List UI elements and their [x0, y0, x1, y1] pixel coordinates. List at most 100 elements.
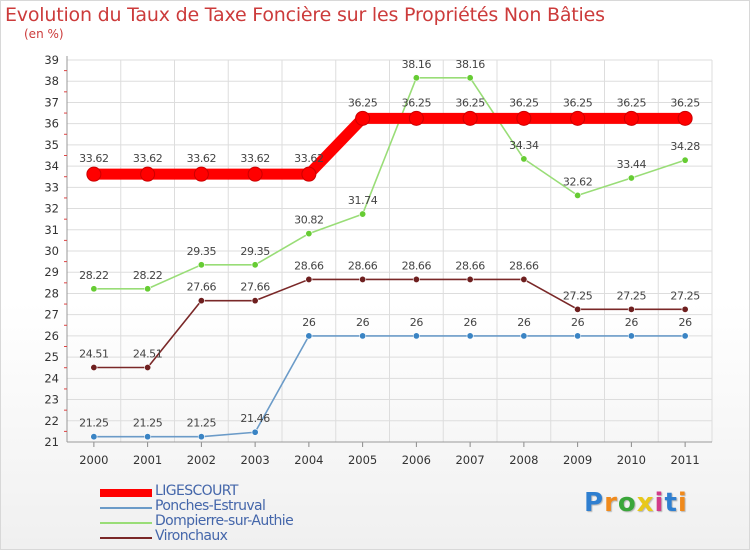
data-point	[251, 261, 259, 269]
data-point	[197, 261, 205, 269]
data-point	[251, 428, 259, 436]
legend-label: Ponches-Estruval	[155, 498, 266, 514]
chart-title: Evolution du Taux de Taxe Foncière sur l…	[5, 4, 605, 26]
data-label: 31.74	[348, 194, 378, 207]
data-point	[677, 110, 693, 126]
data-point	[359, 275, 367, 283]
y-tick-label: 32	[44, 202, 59, 216]
data-label: 36.25	[670, 96, 700, 109]
legend-label: Dompierre-sur-Authie	[155, 513, 294, 529]
data-label: 36.25	[455, 96, 485, 109]
series-line-ligescourt	[88, 112, 691, 180]
x-tick-label: 2008	[509, 453, 538, 467]
data-label: 33.62	[133, 152, 163, 165]
data-point	[681, 305, 689, 313]
data-label: 38.16	[402, 58, 432, 71]
data-label: 33.62	[294, 152, 324, 165]
data-label: 26	[356, 316, 370, 329]
data-label: 28.66	[455, 259, 485, 272]
data-label: 26	[625, 316, 639, 329]
y-tick-label: 39	[44, 53, 59, 67]
data-label: 28.66	[294, 259, 324, 272]
data-point	[144, 285, 152, 293]
logo-letter: P	[584, 488, 605, 518]
data-label: 24.51	[79, 348, 109, 361]
data-label: 34.34	[509, 139, 539, 152]
legend-swatch	[100, 522, 152, 524]
data-label: 27.66	[187, 281, 217, 294]
y-tick-label: 31	[44, 223, 59, 237]
x-tick-label: 2007	[455, 453, 484, 467]
data-label: 27.25	[563, 289, 593, 302]
logo-letter: i	[654, 488, 665, 518]
data-point	[193, 166, 209, 182]
x-tick-label: 2011	[670, 453, 699, 467]
y-tick-label: 28	[44, 286, 59, 300]
data-point	[462, 110, 478, 126]
logo-letter: t	[664, 488, 678, 518]
data-point	[247, 166, 263, 182]
data-point	[520, 275, 528, 283]
data-point	[466, 74, 474, 82]
data-point	[305, 275, 313, 283]
data-label: 26	[679, 316, 693, 329]
data-label: 28.66	[402, 259, 432, 272]
legend-swatch	[100, 507, 152, 509]
data-label: 29.35	[187, 245, 217, 258]
data-label: 32.62	[563, 175, 593, 188]
data-point	[197, 433, 205, 441]
data-label: 28.22	[79, 269, 109, 282]
data-label: 27.66	[240, 281, 270, 294]
data-point	[681, 156, 689, 164]
data-label: 38.16	[455, 58, 485, 71]
y-tick-label: 37	[44, 95, 59, 109]
proxiti-logo: Proxiti	[584, 488, 688, 518]
data-label: 21.25	[79, 417, 109, 430]
data-label: 21.25	[187, 417, 217, 430]
data-label: 33.62	[187, 152, 217, 165]
data-label: 28.22	[133, 269, 163, 282]
data-point	[305, 230, 313, 238]
legend-swatch	[100, 537, 152, 539]
x-tick-label: 2006	[402, 453, 431, 467]
data-point	[144, 433, 152, 441]
data-point	[623, 110, 639, 126]
data-point	[627, 174, 635, 182]
data-point	[466, 332, 474, 340]
data-label: 28.66	[509, 259, 539, 272]
data-point	[412, 74, 420, 82]
data-label: 33.62	[240, 152, 270, 165]
data-label: 26	[571, 316, 585, 329]
x-tick-label: 2001	[133, 453, 162, 467]
data-point	[140, 166, 156, 182]
legend-swatch	[100, 489, 152, 497]
series-line-vironchaux	[93, 278, 686, 369]
y-tick-label: 38	[44, 74, 59, 88]
data-label: 36.25	[402, 96, 432, 109]
data-label: 26	[302, 316, 316, 329]
data-labels: 33.62 33.62 33.62 33.62 33.62 36.25 36.25 36.25…	[79, 58, 701, 430]
data-point	[574, 305, 582, 313]
data-label: 36.25	[617, 96, 647, 109]
y-tick-label: 23	[44, 393, 59, 407]
x-tick-label: 2002	[187, 453, 216, 467]
data-point	[359, 332, 367, 340]
data-label: 24.51	[133, 348, 163, 361]
y-tick-label: 33	[44, 180, 59, 194]
series-line-ponches-estruval	[93, 335, 686, 438]
data-point	[520, 155, 528, 163]
data-point	[301, 166, 317, 182]
y-tick-label: 26	[44, 329, 59, 343]
data-label: 21.25	[133, 417, 163, 430]
data-label: 26	[517, 316, 531, 329]
series-line-dompierre-sur-authie	[93, 77, 686, 290]
data-point	[412, 332, 420, 340]
data-label: 30.82	[294, 214, 324, 227]
data-label: 29.35	[240, 245, 270, 258]
data-point	[90, 285, 98, 293]
x-tick-label: 2005	[348, 453, 377, 467]
data-label: 36.25	[348, 96, 378, 109]
data-label: 26	[464, 316, 478, 329]
data-point	[197, 297, 205, 305]
